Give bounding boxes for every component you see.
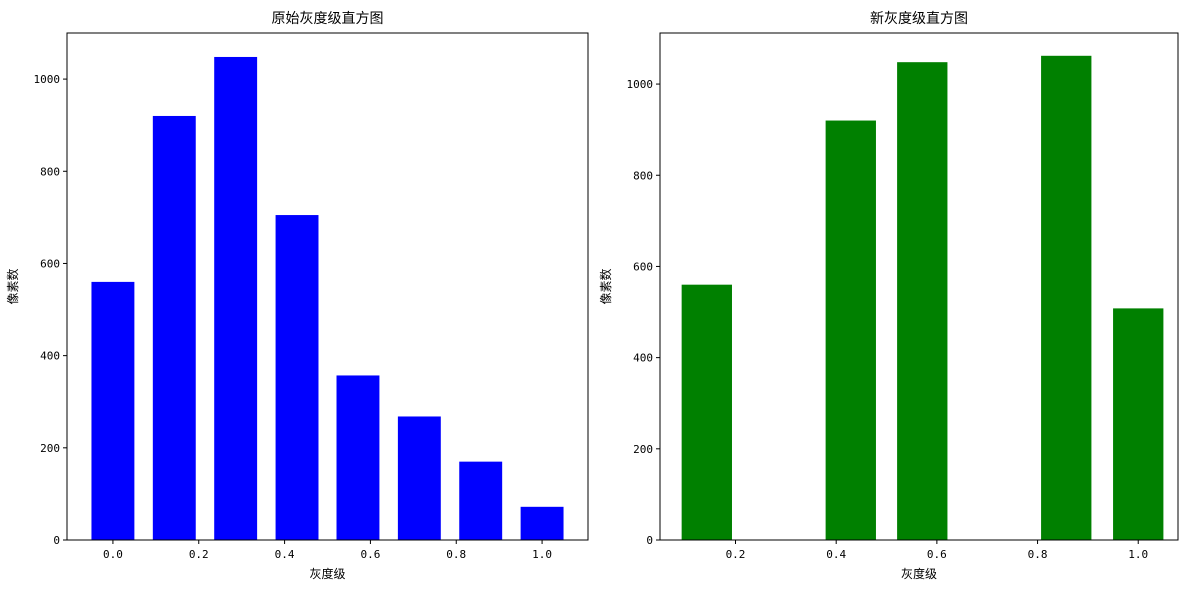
right-bar-2 xyxy=(897,62,948,540)
left-bar-7 xyxy=(520,506,564,540)
right-chart: 0.2 0.4 0.6 0.8 1.0 0 200 400 600 800 1000 新灰度级直方图灰… xyxy=(598,10,1179,581)
right-ytick-label-0: 0 xyxy=(646,534,653,547)
left-bar-0 xyxy=(91,281,135,540)
right-ytick-label-2: 400 xyxy=(633,352,653,365)
left-ytick-label-4: 800 xyxy=(40,165,60,178)
left-bar-6 xyxy=(459,461,503,540)
right-xtick-label-1: 0.4 xyxy=(826,548,846,561)
left-bar-4 xyxy=(336,375,380,540)
left-ytick-label-0: 0 xyxy=(53,534,60,547)
right-xtick-label-0: 0.2 xyxy=(726,548,746,561)
left-xtick-label-1: 0.2 xyxy=(189,548,209,561)
right-xtick-label-4: 1.0 xyxy=(1128,548,1148,561)
right-x-axis-label: 灰度级 xyxy=(901,566,937,581)
left-bar-5 xyxy=(397,416,441,540)
left-xtick-label-3: 0.6 xyxy=(360,548,380,561)
right-y-axis-label: 像素数 xyxy=(598,268,613,304)
left-xtick-label-4: 0.8 xyxy=(446,548,466,561)
right-plot-frame xyxy=(659,32,1179,541)
left-y-axis-label: 像素数 xyxy=(5,268,20,304)
right-bar-3 xyxy=(1041,55,1092,541)
left-xtick-label-5: 1.0 xyxy=(532,548,552,561)
left-xtick-label-2: 0.4 xyxy=(275,548,295,561)
left-x-axis-label: 灰度级 xyxy=(309,566,345,581)
left-bar-3 xyxy=(275,215,319,541)
left-plot-frame xyxy=(66,32,589,541)
right-ytick-label-4: 800 xyxy=(633,169,653,182)
right-chart-title: 新灰度级直方图 xyxy=(870,10,968,27)
left-ytick-label-5: 1000 xyxy=(34,73,61,86)
right-ytick-label-5: 1000 xyxy=(627,78,654,91)
right-xtick-label-3: 0.8 xyxy=(1028,548,1048,561)
left-bar-1 xyxy=(152,115,196,541)
left-ytick-label-1: 200 xyxy=(40,442,60,455)
right-bar-0 xyxy=(681,284,732,540)
right-bar-4 xyxy=(1113,308,1164,540)
right-bar-1 xyxy=(825,120,876,541)
right-ytick-label-3: 600 xyxy=(633,260,653,273)
left-ytick-label-3: 600 xyxy=(40,257,60,270)
left-chart: 0.0 0.2 0.4 0.6 0.8 1.0 0 200 400 600 800 1000 原始灰度级… xyxy=(5,10,589,581)
left-xtick-label-0: 0.0 xyxy=(103,548,123,561)
left-bar-2 xyxy=(214,56,258,540)
right-ytick-label-1: 200 xyxy=(633,443,653,456)
right-xtick-label-2: 0.6 xyxy=(927,548,947,561)
left-chart-title: 原始灰度级直方图 xyxy=(272,10,384,27)
left-ytick-label-2: 400 xyxy=(40,350,60,363)
